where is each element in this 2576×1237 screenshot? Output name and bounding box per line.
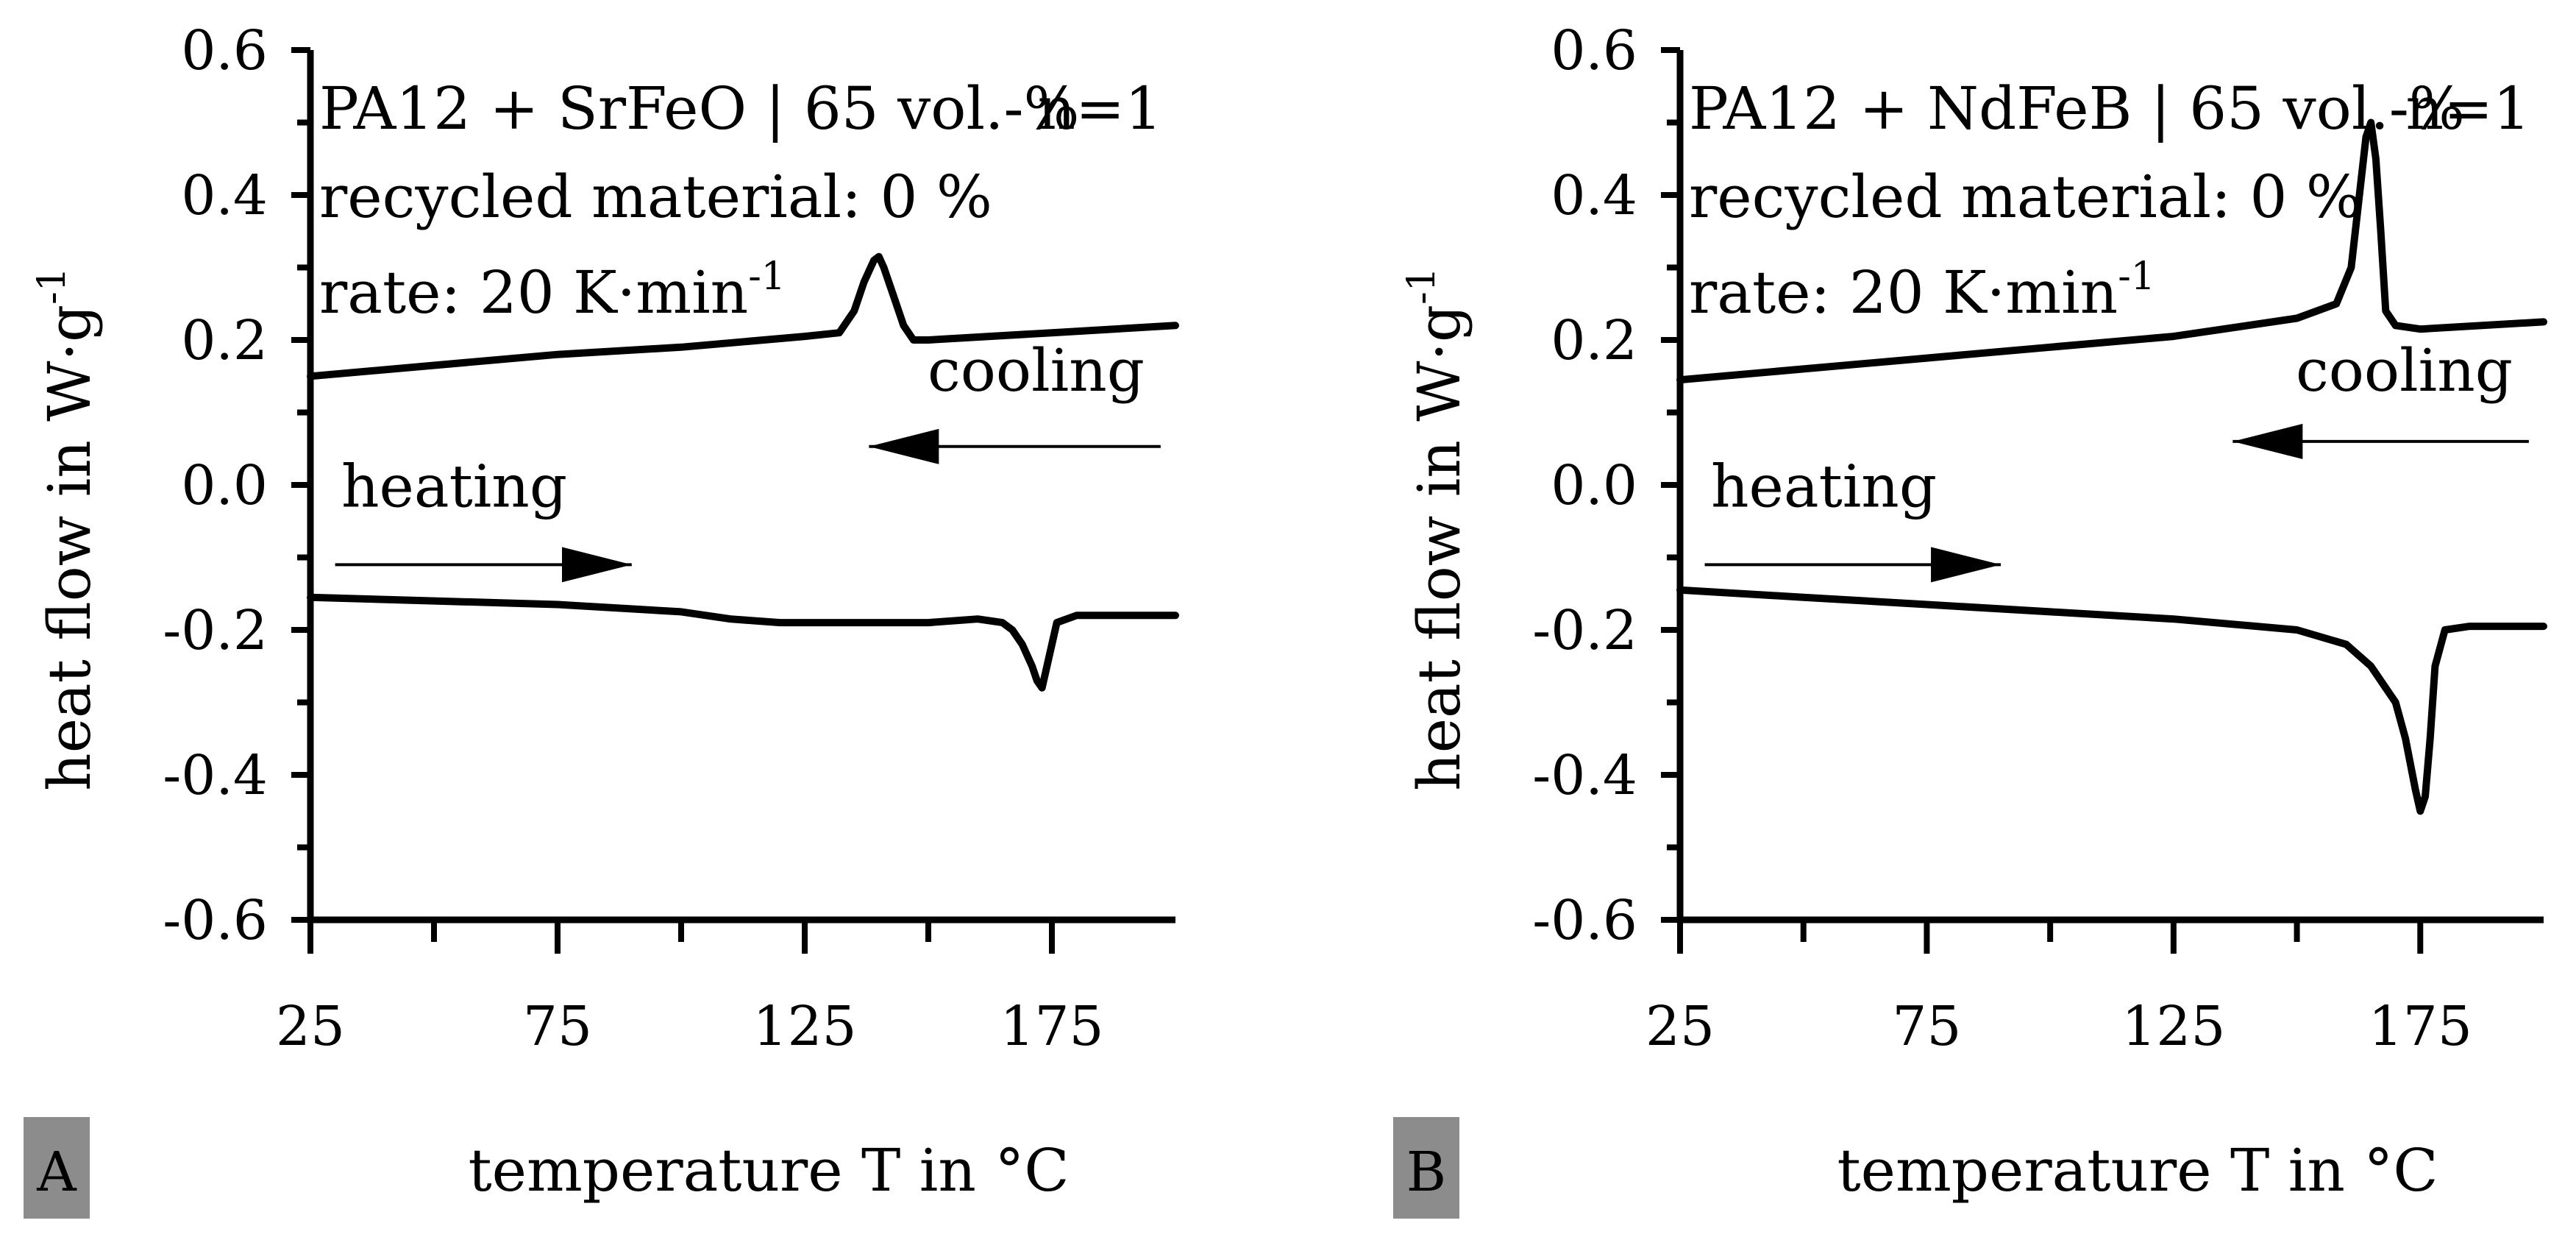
recycled-label: recycled material: 0 % (1689, 163, 2362, 231)
x-tick-label: 25 (1645, 995, 1715, 1058)
y-tick-label: -0.4 (163, 744, 268, 807)
heating-label: heating (1711, 453, 1937, 521)
y-tick-label: 0.0 (181, 454, 268, 517)
rate-superscript: -1 (2118, 255, 2155, 299)
x-tick-label: 75 (1892, 995, 1961, 1058)
panel-tag-box (1393, 1117, 1459, 1219)
x-tick-label: 75 (523, 995, 592, 1058)
y-tick-label: 0.6 (1551, 19, 1637, 82)
x-axis-title: temperature T in °C (468, 1136, 1069, 1205)
rate-label: rate: 20 K·min-1 (319, 255, 786, 327)
y-tick-label: 0.4 (181, 164, 268, 227)
panel-tag-label: B (1406, 1141, 1446, 1204)
cooling-label: cooling (928, 336, 1145, 405)
panel-tag-label: A (36, 1141, 77, 1204)
series-line-cooling (1676, 118, 2547, 384)
y-tick-label: -0.2 (1532, 599, 1637, 662)
series-line-heating (1676, 586, 2547, 815)
rate-main: rate: 20 K·min (1689, 258, 2118, 327)
sample-count-label: n=1 (1038, 74, 1162, 143)
material-label: PA12 + SrFeO | 65 vol.-% (319, 74, 1080, 143)
y-axis-title: heat flow in W·g-1 (30, 267, 104, 791)
x-tick-label: 25 (276, 995, 345, 1058)
y-tick-label: -0.2 (163, 599, 268, 662)
x-tick-label: 175 (2369, 995, 2472, 1058)
y-axis-title-superscript: -1 (1400, 267, 1444, 305)
y-axis-title-main: heat flow in W·g (35, 305, 104, 791)
y-axis-title: heat flow in W·g-1 (1400, 267, 1473, 791)
recycled-label: recycled material: 0 % (319, 163, 992, 231)
y-axis-title-main: heat flow in W·g (1405, 305, 1473, 791)
y-tick-label: -0.4 (1532, 744, 1637, 807)
y-tick-label: 0.0 (1551, 454, 1637, 517)
x-axis-title: temperature T in °C (1837, 1136, 2438, 1205)
y-tick-label: 0.6 (181, 19, 268, 82)
chart-panel-b: 0.6 0.4 0.2 0.0 -0.2 -0.4 -0.625 75 125 175 PA12 +… (1393, 19, 2547, 1219)
panel-tag-box (24, 1117, 90, 1219)
y-tick-label: -0.6 (1532, 889, 1637, 952)
heating-label: heating (341, 453, 567, 521)
x-tick-label: 125 (2121, 995, 2225, 1058)
cooling-label: cooling (2296, 336, 2513, 405)
y-axis-title-superscript: -1 (30, 267, 74, 305)
y-tick-label: 0.2 (1551, 309, 1637, 372)
rate-main: rate: 20 K·min (319, 258, 748, 327)
x-tick-label: 125 (752, 995, 856, 1058)
rate-superscript: -1 (748, 255, 786, 299)
y-tick-label: -0.6 (163, 889, 268, 952)
y-tick-label: 0.4 (1551, 164, 1637, 227)
sample-count-label: n=1 (2406, 74, 2530, 143)
x-tick-label: 175 (1000, 995, 1103, 1058)
rate-label: rate: 20 K·min-1 (1689, 255, 2155, 327)
y-tick-label: 0.2 (181, 309, 268, 372)
series-line-heating (307, 593, 1179, 692)
chart-panel-a: 0.6 0.4 0.2 0.0 -0.2 -0.4 -0.625 75 125 175 PA12 +… (24, 19, 1179, 1219)
material-label: PA12 + NdFeB | 65 vol.-% (1689, 74, 2465, 143)
series-line-cooling (307, 252, 1179, 380)
